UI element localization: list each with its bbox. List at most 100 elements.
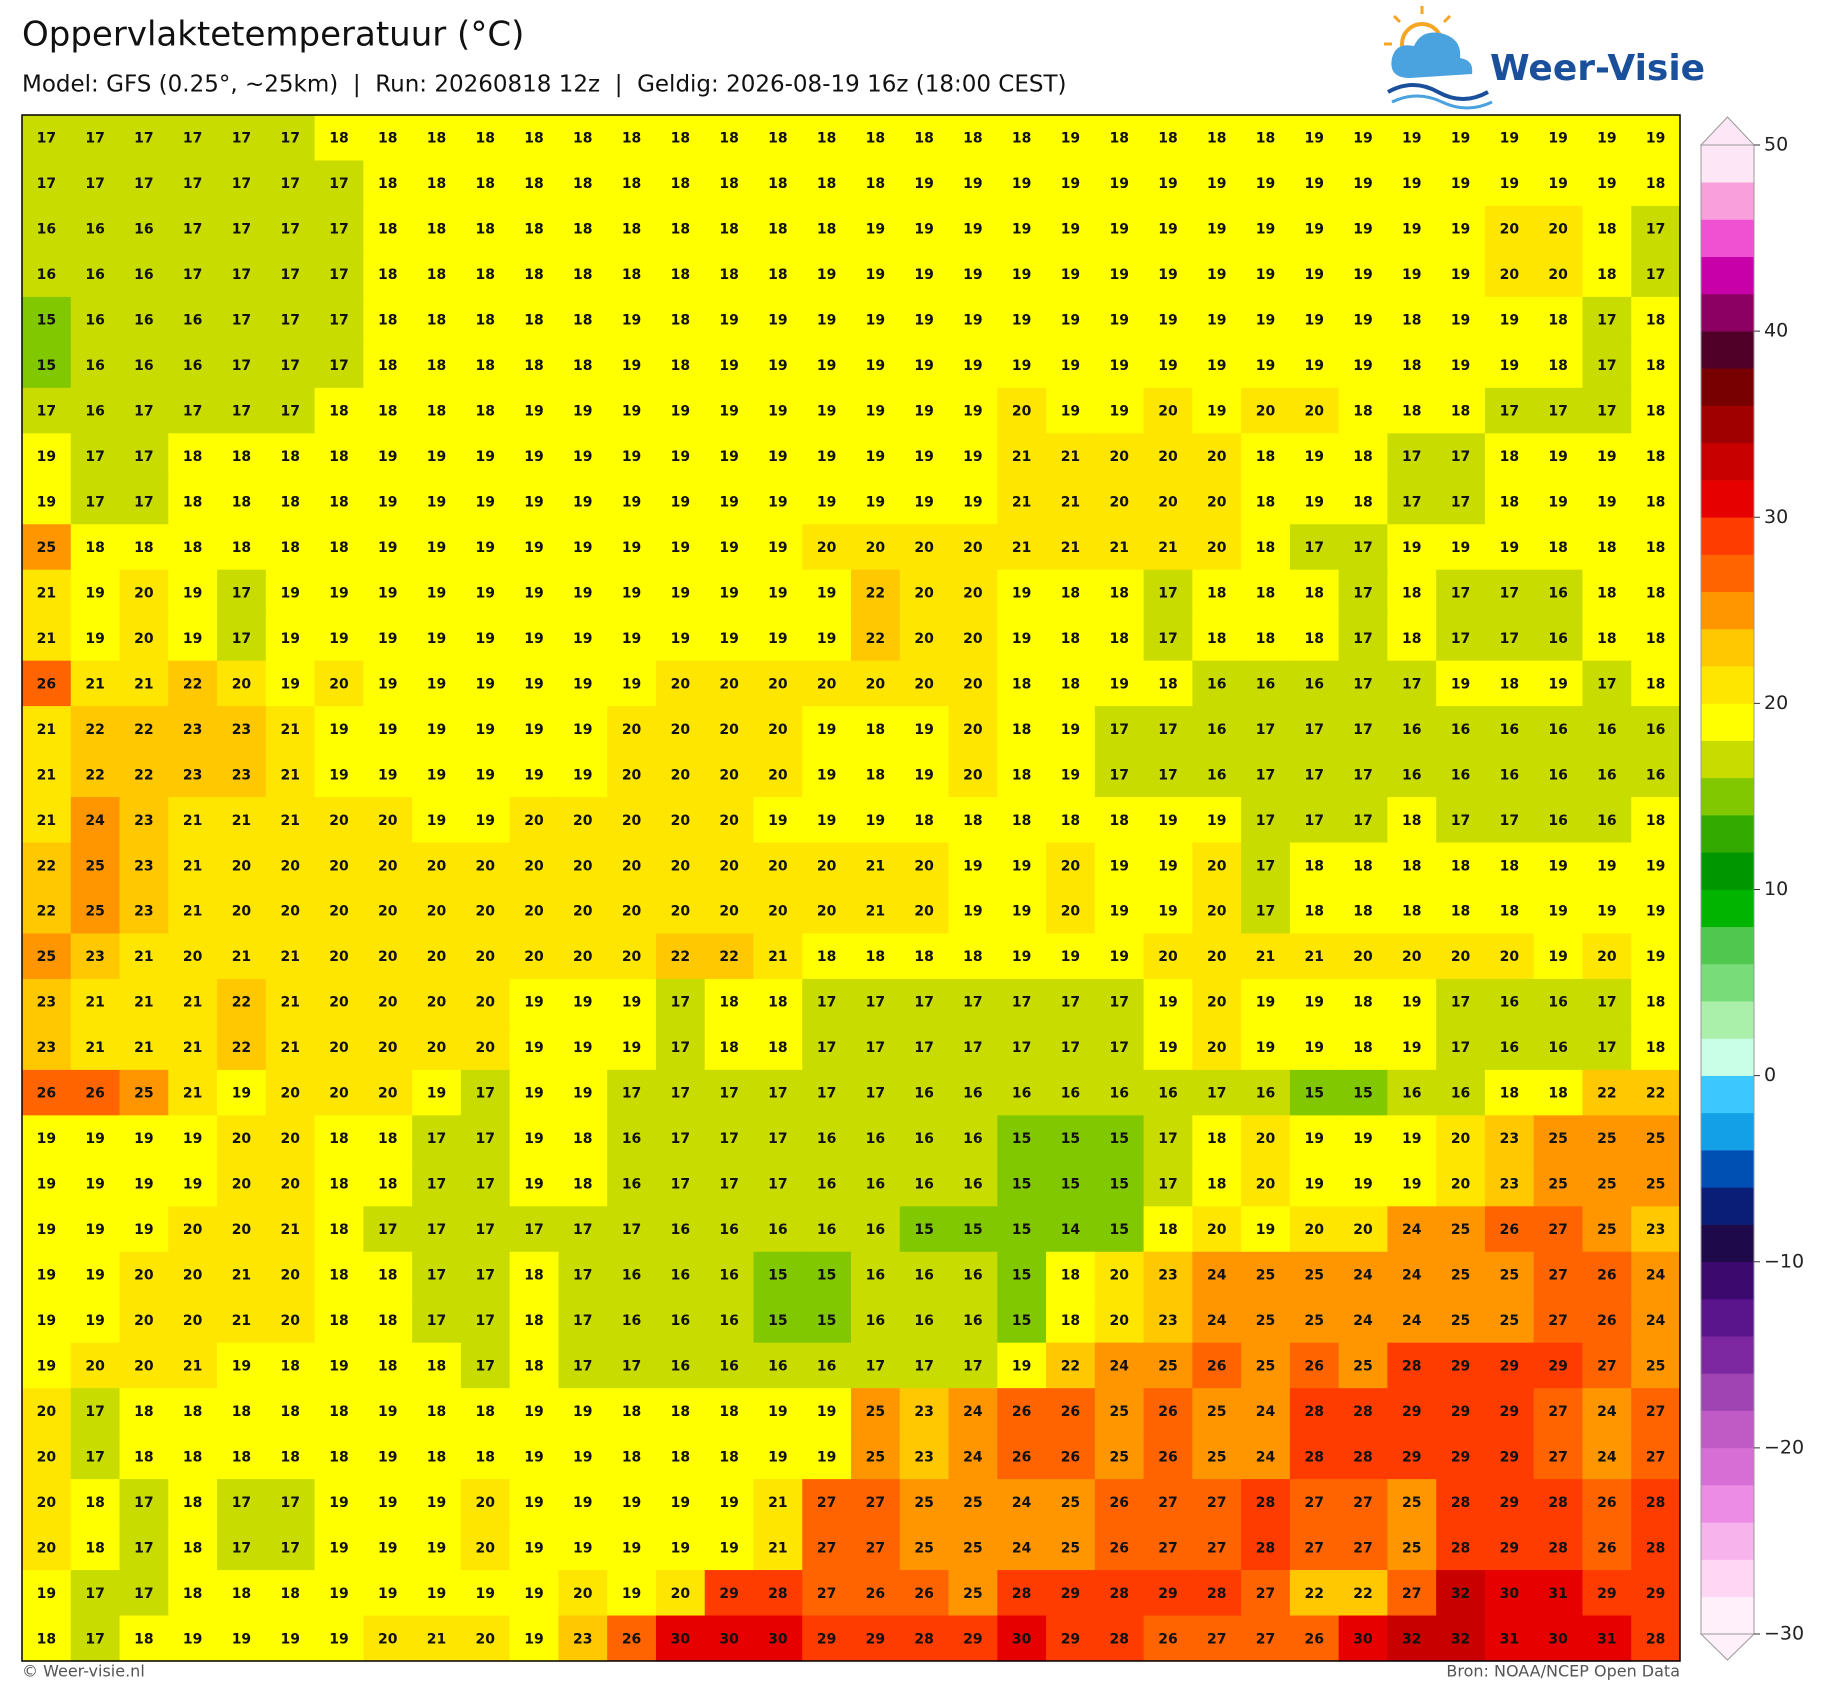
temp-value: 20: [719, 813, 739, 829]
temp-value: 19: [1353, 176, 1372, 192]
temp-cell: [997, 433, 1047, 480]
temp-cell: [851, 1388, 901, 1435]
temp-cell: [704, 160, 754, 207]
colorbar-segment: [1701, 963, 1754, 1002]
temp-cell: [217, 1069, 267, 1116]
temp-cell: [314, 1479, 364, 1526]
temp-value: 18: [329, 540, 348, 556]
temp-cell: [655, 1342, 706, 1389]
temp-cell: [460, 1024, 511, 1071]
temp-cell: [997, 1479, 1047, 1526]
temp-value: 16: [85, 358, 104, 374]
colorbar-segment: [1701, 1112, 1754, 1151]
temp-cell: [1631, 1570, 1681, 1617]
temp-cell: [802, 205, 852, 252]
temp-value: 25: [1207, 1404, 1226, 1420]
temp-cell: [168, 524, 218, 571]
temp-cell: [22, 706, 72, 753]
temp-value: 25: [1256, 1313, 1275, 1329]
temp-cell: [1338, 478, 1388, 525]
temp-value: 19: [329, 1631, 348, 1647]
temp-cell: [851, 1251, 901, 1298]
temp-cell: [168, 1570, 218, 1617]
temp-value: 18: [280, 495, 299, 511]
temp-cell: [1289, 1251, 1340, 1298]
temp-value: 19: [671, 1495, 690, 1511]
temp-value: 26: [1500, 1222, 1519, 1238]
temp-cell: [1338, 342, 1388, 389]
temp-cell: [1338, 1433, 1388, 1480]
temp-value: 18: [280, 1586, 299, 1602]
temp-cell: [1436, 797, 1486, 844]
temp-value: 17: [280, 176, 299, 192]
temp-value: 22: [671, 949, 690, 965]
temp-cell: [607, 160, 657, 207]
temp-cell: [217, 660, 267, 707]
temp-cell: [753, 1024, 803, 1071]
temp-value: 19: [1158, 858, 1177, 874]
logo-rays: [1384, 6, 1452, 46]
temp-value: 18: [671, 131, 690, 147]
temp-cell: [70, 433, 121, 480]
temp-cell: [558, 842, 608, 889]
temp-value: 29: [866, 1631, 885, 1647]
temp-cell: [1192, 706, 1242, 753]
temp-value: 20: [1158, 404, 1178, 420]
temp-value: 17: [1305, 722, 1324, 738]
temp-cell: [607, 478, 657, 525]
temp-cell: [265, 888, 316, 934]
temp-value: 20: [134, 1313, 154, 1329]
colorbar-segment: [1701, 777, 1754, 816]
temp-cell: [460, 1297, 511, 1344]
temp-value: 15: [1109, 1177, 1128, 1193]
temp-value: 19: [427, 585, 446, 601]
temp-cell: [607, 1433, 657, 1480]
temp-cell: [1046, 205, 1096, 252]
temp-value: 19: [1109, 858, 1128, 874]
temp-cell: [1046, 615, 1096, 662]
temp-cell: [1484, 1024, 1535, 1071]
temp-cell: [1192, 1524, 1242, 1571]
temp-value: 29: [1500, 1358, 1519, 1374]
temp-cell: [802, 296, 852, 343]
temp-value: 19: [768, 813, 787, 829]
temp-value: 15: [1012, 1131, 1031, 1147]
temp-value: 18: [1012, 722, 1031, 738]
temp-cell: [314, 1024, 364, 1071]
temp-value: 18: [719, 267, 738, 283]
temp-value: 29: [1451, 1358, 1470, 1374]
temp-cell: [1192, 1388, 1242, 1435]
temp-cell: [168, 1479, 218, 1526]
temp-cell: [997, 660, 1047, 707]
temp-cell: [1094, 1388, 1145, 1435]
temp-value: 20: [963, 767, 983, 783]
temp-value: 22: [866, 585, 885, 601]
temp-cell: [1046, 933, 1096, 980]
temp-value: 17: [1548, 404, 1567, 420]
temp-value: 18: [85, 540, 104, 556]
temp-value: 17: [719, 1177, 738, 1193]
temp-value: 20: [329, 995, 349, 1011]
temp-cell: [119, 524, 169, 571]
temp-value: 15: [1109, 1222, 1128, 1238]
temp-value: 19: [1256, 176, 1275, 192]
temp-value: 18: [378, 1177, 397, 1193]
temp-value: 23: [1500, 1131, 1519, 1147]
temp-value: 17: [476, 1268, 495, 1284]
temp-cell: [655, 1069, 706, 1116]
temp-cell: [363, 1206, 413, 1253]
temp-cell: [1582, 1342, 1632, 1389]
temp-cell: [704, 1570, 754, 1617]
temp-cell: [1094, 433, 1145, 480]
temp-value: 19: [85, 585, 104, 601]
temp-cell: [997, 1615, 1047, 1662]
temp-cell: [948, 660, 998, 707]
temp-cell: [802, 1115, 852, 1162]
temp-value: 18: [1646, 585, 1665, 601]
temp-cell: [1484, 660, 1535, 707]
temp-cell: [558, 1251, 608, 1298]
temp-cell: [70, 160, 121, 207]
temp-value: 16: [1012, 1086, 1031, 1102]
temp-value: 18: [866, 767, 885, 783]
temp-value: 18: [1646, 676, 1665, 692]
